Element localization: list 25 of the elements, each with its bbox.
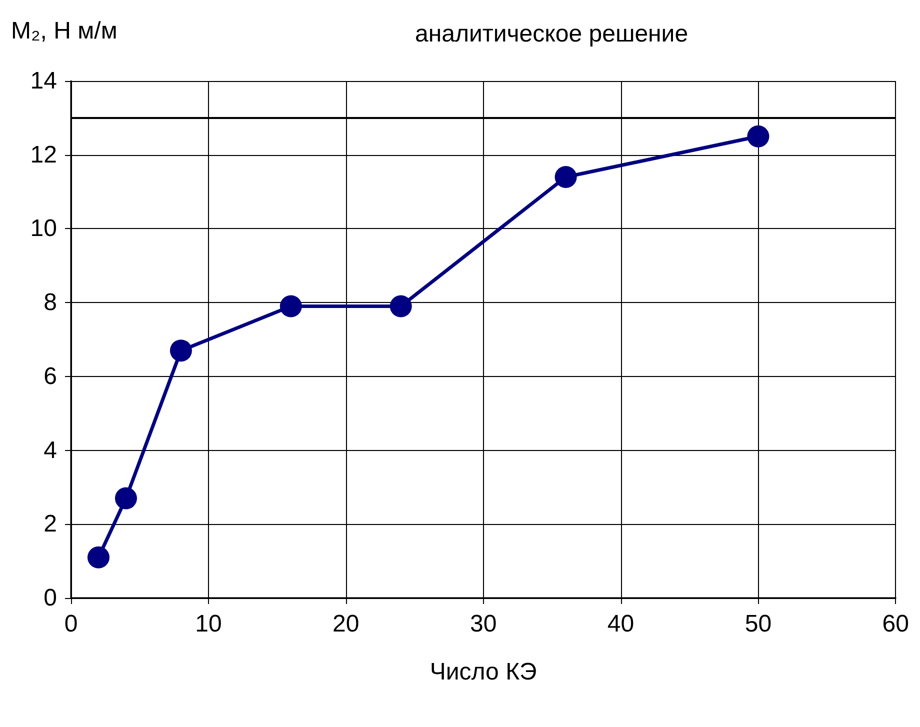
ref-line-label: аналитическое решение — [415, 20, 688, 48]
y-tick-label: 10 — [30, 215, 57, 242]
x-tick-label: 10 — [195, 610, 222, 638]
point — [115, 487, 137, 510]
y-tick-label: 2 — [44, 510, 57, 538]
y-tick-label: 6 — [44, 362, 57, 390]
y-tick-label: 12 — [30, 141, 57, 168]
point — [170, 340, 192, 362]
x-tick-label: 0 — [64, 610, 78, 638]
x-tick-label: 20 — [332, 610, 360, 638]
point — [280, 295, 302, 318]
point — [390, 295, 412, 318]
point — [88, 546, 110, 568]
point — [747, 125, 770, 148]
y-tick-label: 8 — [44, 289, 57, 316]
x-tick-label: 30 — [470, 610, 497, 638]
x-tick-label: 60 — [882, 610, 910, 638]
x-tick-label: 50 — [744, 610, 772, 638]
y-tick-label: 4 — [44, 436, 57, 464]
point — [554, 166, 577, 188]
y-tick-label: 0 — [44, 584, 57, 612]
x-tick-label: 40 — [607, 610, 634, 638]
y-tick-label: 14 — [30, 68, 57, 94]
y-axis-title: M₂, Н м/м — [11, 18, 118, 44]
x-axis-title: Число КЭ — [430, 658, 537, 686]
